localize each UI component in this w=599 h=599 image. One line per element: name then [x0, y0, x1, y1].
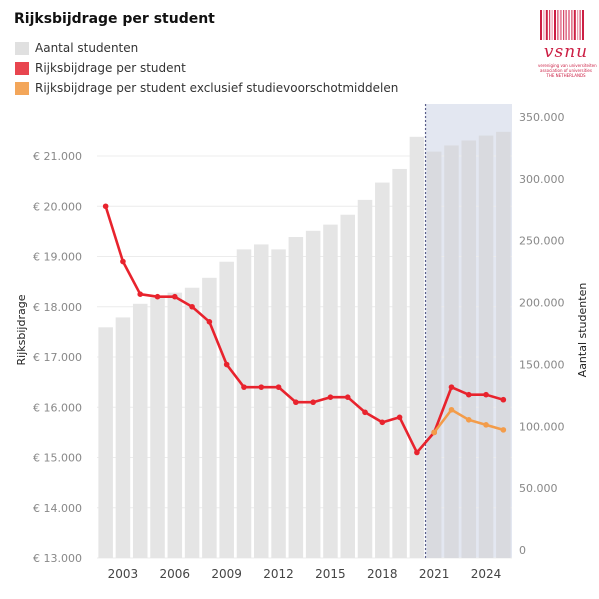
x-tick-label: 2018: [367, 567, 398, 581]
point-exclusief-2025: [500, 427, 507, 433]
point-rijksbijdrage-2014: [310, 399, 316, 406]
bar-2021: [426, 151, 442, 558]
point-rijksbijdrage-2025: [500, 396, 507, 403]
x-tick-label: 2003: [108, 567, 139, 581]
bar-2025: [496, 131, 511, 559]
y-tick-label: € 13.000: [33, 552, 82, 565]
x-tick-label: 2009: [211, 567, 242, 581]
bar-2012: [271, 249, 286, 559]
logo-barcode-icon: [540, 10, 584, 40]
y-tick-label: € 16.000: [33, 401, 82, 414]
bar-2002: [98, 327, 113, 558]
x-tick-label: 2021: [419, 567, 450, 581]
y2-tick-label: 150.000: [519, 358, 565, 371]
chart-title: Rijksbijdrage per student: [14, 11, 215, 27]
legend-item-exclusief: Rijksbijdrage per student exclusief stud…: [15, 78, 398, 98]
logo-line-3: THE NETHERLANDS: [546, 73, 586, 78]
legend-label-exclusief: Rijksbijdrage per student exclusief stud…: [35, 81, 399, 95]
bar-2010: [236, 249, 252, 559]
bar-2014: [305, 230, 321, 558]
point-rijksbijdrage-2007: [189, 303, 195, 310]
line-rijksbijdrage: [104, 205, 504, 454]
y-tick-label: € 20.000: [33, 200, 82, 213]
point-rijksbijdrage-2006: [172, 293, 178, 300]
vsnu-logo: vsnu vereniging van universiteiten assoc…: [538, 10, 597, 82]
point-rijksbijdrage-2019: [396, 414, 403, 421]
x-tick-label: 2006: [160, 567, 191, 581]
bar-2020: [409, 136, 425, 558]
point-rijksbijdrage-2018: [379, 419, 386, 426]
logo-line-2: association of universities: [540, 68, 592, 73]
legend-swatch-exclusief: [15, 81, 29, 95]
legend-swatch-students: [15, 41, 29, 55]
y2-tick-label: 50.000: [519, 482, 558, 495]
y2-tick-label: 350.000: [519, 111, 565, 124]
y2-axis-label: Aantal studenten: [576, 283, 589, 378]
legend-item-students: Aantal studenten: [15, 38, 398, 58]
legend-swatch-rijksbijdrage: [15, 61, 29, 75]
y-tick-label: € 18.000: [33, 301, 82, 314]
bar-2011: [254, 244, 269, 558]
bar-2008: [202, 277, 217, 558]
point-rijksbijdrage-2013: [293, 399, 299, 406]
point-rijksbijdrage-2015: [327, 394, 334, 401]
point-rijksbijdrage-2023: [465, 391, 472, 398]
point-rijksbijdrage-2004: [137, 291, 144, 297]
y2-tick-label: 0: [519, 544, 526, 557]
point-rijksbijdrage-2020: [414, 449, 420, 456]
bar-2009: [219, 261, 234, 558]
bar-2003: [115, 317, 131, 558]
bar-2023: [461, 140, 477, 558]
point-rijksbijdrage-2024: [483, 391, 489, 398]
point-rijksbijdrage-2003: [120, 258, 126, 265]
y2-tick-label: 100.000: [519, 420, 565, 433]
bar-2019: [392, 168, 407, 558]
bar-2015: [323, 224, 338, 559]
bar-2007: [184, 287, 200, 558]
chart-legend: Aantal studenten Rijksbijdrage per stude…: [15, 38, 398, 98]
logo-wordmark: vsnu: [543, 42, 589, 62]
x-tick-label: 2012: [263, 567, 294, 581]
bar-2024: [478, 135, 494, 559]
point-rijksbijdrage-2010: [241, 384, 247, 390]
bar-2017: [357, 199, 373, 559]
x-tick-label: 2024: [471, 567, 502, 581]
y2-tick-label: 250.000: [519, 235, 565, 248]
y-tick-label: € 19.000: [33, 251, 82, 264]
point-rijksbijdrage-2008: [206, 319, 213, 325]
bar-2006: [167, 292, 183, 558]
bar-2013: [288, 237, 304, 558]
bar-2022: [444, 145, 459, 558]
bar-2004: [132, 303, 148, 558]
point-rijksbijdrage-2011: [258, 384, 265, 390]
y-tick-label: € 14.000: [33, 502, 82, 515]
point-rijksbijdrage-2005: [154, 293, 161, 300]
y2-tick-label: 300.000: [519, 173, 565, 186]
point-rijksbijdrage-2022: [448, 384, 455, 390]
point-exclusief-2021: [431, 429, 437, 436]
legend-label-rijksbijdrage: Rijksbijdrage per student: [35, 61, 186, 75]
bar-2018: [375, 182, 390, 558]
point-rijksbijdrage-2002: [102, 203, 109, 210]
legend-item-rijksbijdrage: Rijksbijdrage per student: [15, 58, 398, 78]
x-tick-label: 2015: [315, 567, 346, 581]
y2-tick-label: 200.000: [519, 297, 565, 310]
bar-2016: [340, 214, 355, 558]
legend-label-students: Aantal studenten: [35, 41, 139, 55]
point-exclusief-2022: [448, 406, 455, 413]
logo-line-1: vereniging van universiteiten: [538, 63, 597, 68]
point-rijksbijdrage-2009: [223, 361, 230, 368]
point-rijksbijdrage-2016: [344, 394, 351, 401]
point-rijksbijdrage-2017: [362, 409, 368, 416]
y-axis-label: Rijksbijdrage: [15, 294, 28, 365]
y-tick-label: € 17.000: [33, 351, 82, 364]
y-tick-label: € 15.000: [33, 452, 82, 465]
y-tick-label: € 21.000: [33, 150, 82, 163]
point-exclusief-2024: [483, 422, 489, 428]
point-rijksbijdrage-2012: [275, 384, 282, 390]
point-exclusief-2023: [465, 417, 472, 423]
bar-2005: [150, 297, 165, 558]
